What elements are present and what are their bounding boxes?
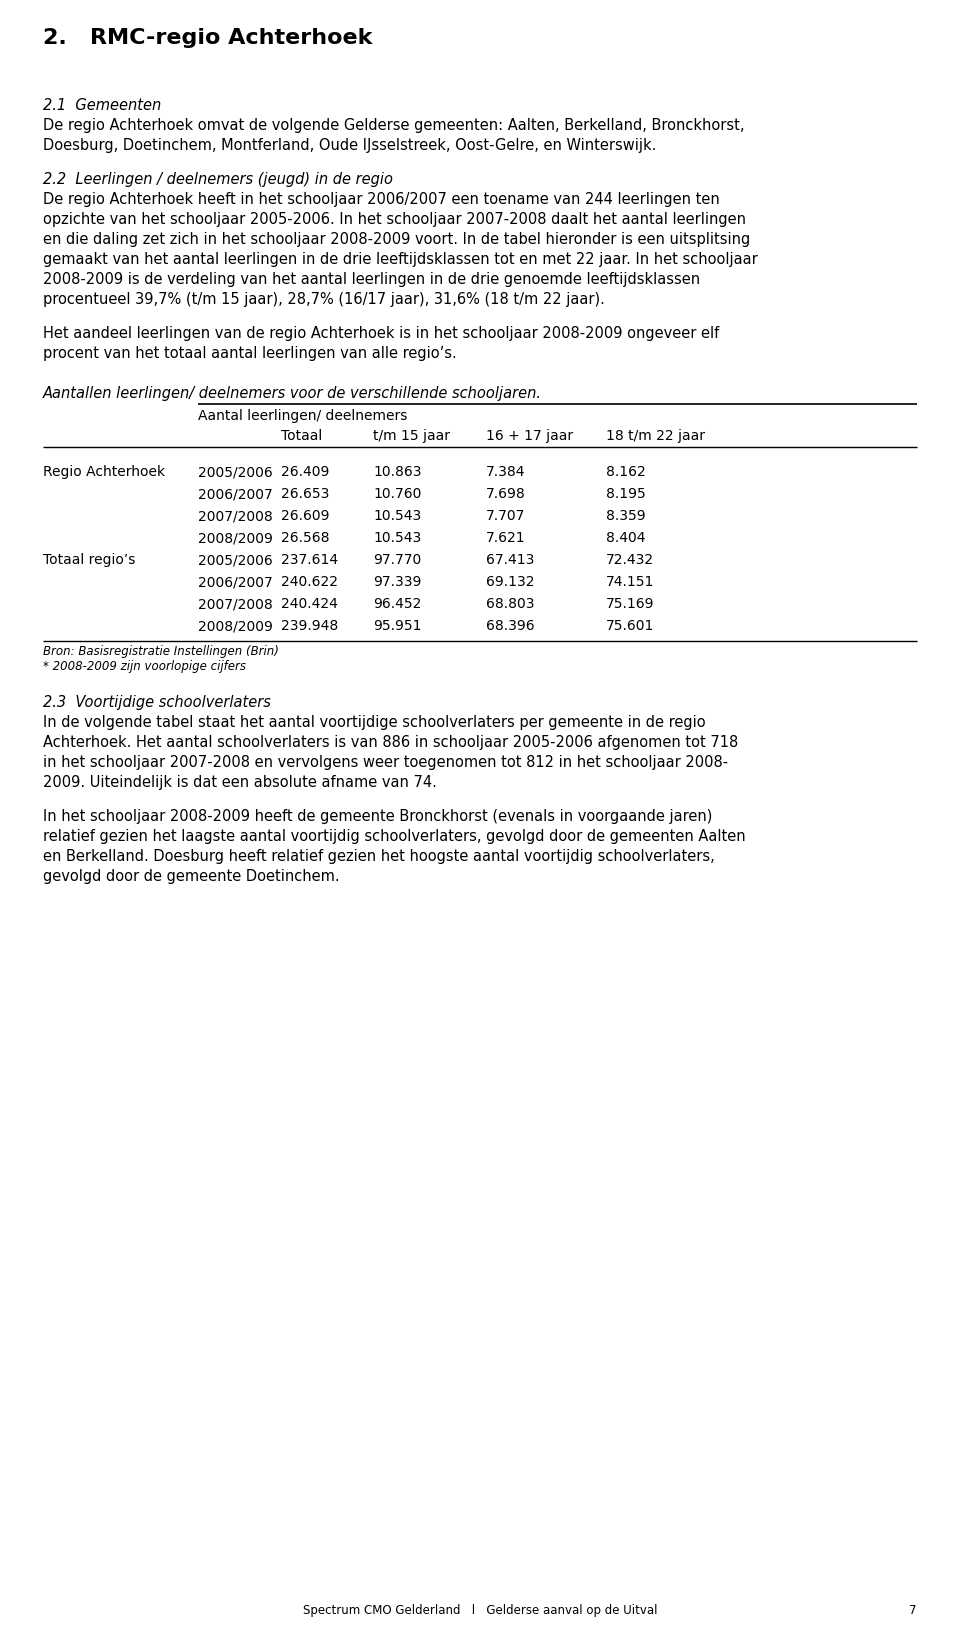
Text: 8.195: 8.195 — [606, 488, 646, 501]
Text: 2.1  Gemeenten: 2.1 Gemeenten — [43, 98, 161, 112]
Text: De regio Achterhoek omvat de volgende Gelderse gemeenten: Aalten, Berkelland, Br: De regio Achterhoek omvat de volgende Ge… — [43, 119, 745, 133]
Text: 2006/2007: 2006/2007 — [198, 576, 273, 589]
Text: gemaakt van het aantal leerlingen in de drie leeftijdsklassen tot en met 22 jaar: gemaakt van het aantal leerlingen in de … — [43, 252, 757, 267]
Text: Aantallen leerlingen/ deelnemers voor de verschillende schooljaren.: Aantallen leerlingen/ deelnemers voor de… — [43, 385, 542, 402]
Text: 26.653: 26.653 — [281, 488, 329, 501]
Text: 18 t/m 22 jaar: 18 t/m 22 jaar — [606, 429, 705, 442]
Text: * 2008-2009 zijn voorlopige cijfers: * 2008-2009 zijn voorlopige cijfers — [43, 660, 246, 673]
Text: De regio Achterhoek heeft in het schooljaar 2006/2007 een toename van 244 leerli: De regio Achterhoek heeft in het schoolj… — [43, 192, 720, 207]
Text: 75.169: 75.169 — [606, 597, 655, 611]
Text: 8.162: 8.162 — [606, 465, 646, 480]
Text: 67.413: 67.413 — [486, 553, 535, 567]
Text: Doesburg, Doetinchem, Montferland, Oude IJsselstreek, Oost-Gelre, en Winterswijk: Doesburg, Doetinchem, Montferland, Oude … — [43, 138, 657, 153]
Text: Aantal leerlingen/ deelnemers: Aantal leerlingen/ deelnemers — [198, 410, 407, 423]
Text: 8.359: 8.359 — [606, 509, 646, 524]
Text: 95.951: 95.951 — [373, 620, 421, 633]
Text: t/m 15 jaar: t/m 15 jaar — [373, 429, 450, 442]
Text: en Berkelland. Doesburg heeft relatief gezien het hoogste aantal voortijdig scho: en Berkelland. Doesburg heeft relatief g… — [43, 849, 715, 863]
Text: In de volgende tabel staat het aantal voortijdige schoolverlaters per gemeente i: In de volgende tabel staat het aantal vo… — [43, 715, 706, 730]
Text: 26.409: 26.409 — [281, 465, 329, 480]
Text: 7: 7 — [909, 1603, 917, 1616]
Text: 16 + 17 jaar: 16 + 17 jaar — [486, 429, 573, 442]
Text: Totaal: Totaal — [281, 429, 323, 442]
Text: 97.339: 97.339 — [373, 576, 421, 589]
Text: 7.707: 7.707 — [486, 509, 525, 524]
Text: en die daling zet zich in het schooljaar 2008-2009 voort. In de tabel hieronder : en die daling zet zich in het schooljaar… — [43, 233, 751, 247]
Text: 2009. Uiteindelijk is dat een absolute afname van 74.: 2009. Uiteindelijk is dat een absolute a… — [43, 776, 437, 790]
Text: relatief gezien het laagste aantal voortijdig schoolverlaters, gevolgd door de g: relatief gezien het laagste aantal voort… — [43, 829, 746, 844]
Text: 68.803: 68.803 — [486, 597, 535, 611]
Text: 2007/2008: 2007/2008 — [198, 509, 273, 524]
Text: 69.132: 69.132 — [486, 576, 535, 589]
Text: 97.770: 97.770 — [373, 553, 421, 567]
Text: in het schooljaar 2007-2008 en vervolgens weer toegenomen tot 812 in het schoolj: in het schooljaar 2007-2008 en vervolgen… — [43, 754, 728, 771]
Text: opzichte van het schooljaar 2005-2006. In het schooljaar 2007-2008 daalt het aan: opzichte van het schooljaar 2005-2006. I… — [43, 211, 746, 228]
Text: 2007/2008: 2007/2008 — [198, 597, 273, 611]
Text: gevolgd door de gemeente Doetinchem.: gevolgd door de gemeente Doetinchem. — [43, 868, 340, 885]
Text: 26.568: 26.568 — [281, 532, 329, 545]
Text: 7.384: 7.384 — [486, 465, 525, 480]
Text: procent van het totaal aantal leerlingen van alle regio’s.: procent van het totaal aantal leerlingen… — [43, 346, 457, 361]
Text: 2006/2007: 2006/2007 — [198, 488, 273, 501]
Text: Het aandeel leerlingen van de regio Achterhoek is in het schooljaar 2008-2009 on: Het aandeel leerlingen van de regio Acht… — [43, 325, 719, 341]
Text: Achterhoek. Het aantal schoolverlaters is van 886 in schooljaar 2005-2006 afgeno: Achterhoek. Het aantal schoolverlaters i… — [43, 735, 738, 750]
Text: 10.543: 10.543 — [373, 509, 421, 524]
Text: Totaal regio’s: Totaal regio’s — [43, 553, 135, 567]
Text: 72.432: 72.432 — [606, 553, 654, 567]
Text: 2008/2009: 2008/2009 — [198, 532, 273, 545]
Text: 2.3  Voortijdige schoolverlaters: 2.3 Voortijdige schoolverlaters — [43, 694, 271, 711]
Text: 10.863: 10.863 — [373, 465, 421, 480]
Text: 74.151: 74.151 — [606, 576, 655, 589]
Text: 7.698: 7.698 — [486, 488, 526, 501]
Text: Bron: Basisregistratie Instellingen (Brin): Bron: Basisregistratie Instellingen (Bri… — [43, 646, 278, 659]
Text: 2008/2009: 2008/2009 — [198, 620, 273, 633]
Text: 96.452: 96.452 — [373, 597, 421, 611]
Text: 2.   RMC-regio Achterhoek: 2. RMC-regio Achterhoek — [43, 28, 372, 49]
Text: 2008-2009 is de verdeling van het aantal leerlingen in de drie genoemde leeftijd: 2008-2009 is de verdeling van het aantal… — [43, 272, 700, 288]
Text: 26.609: 26.609 — [281, 509, 329, 524]
Text: Spectrum CMO Gelderland   l   Gelderse aanval op de Uitval: Spectrum CMO Gelderland l Gelderse aanva… — [302, 1603, 658, 1616]
Text: 240.622: 240.622 — [281, 576, 338, 589]
Text: 7.621: 7.621 — [486, 532, 526, 545]
Text: 239.948: 239.948 — [281, 620, 338, 633]
Text: 75.601: 75.601 — [606, 620, 655, 633]
Text: 68.396: 68.396 — [486, 620, 535, 633]
Text: 237.614: 237.614 — [281, 553, 338, 567]
Text: 2.2  Leerlingen / deelnemers (jeugd) in de regio: 2.2 Leerlingen / deelnemers (jeugd) in d… — [43, 172, 393, 187]
Text: 2005/2006: 2005/2006 — [198, 553, 273, 567]
Text: Regio Achterhoek: Regio Achterhoek — [43, 465, 165, 480]
Text: 10.543: 10.543 — [373, 532, 421, 545]
Text: procentueel 39,7% (t/m 15 jaar), 28,7% (16/17 jaar), 31,6% (18 t/m 22 jaar).: procentueel 39,7% (t/m 15 jaar), 28,7% (… — [43, 293, 605, 307]
Text: 10.760: 10.760 — [373, 488, 421, 501]
Text: 240.424: 240.424 — [281, 597, 338, 611]
Text: 8.404: 8.404 — [606, 532, 645, 545]
Text: 2005/2006: 2005/2006 — [198, 465, 273, 480]
Text: In het schooljaar 2008-2009 heeft de gemeente Bronckhorst (evenals in voorgaande: In het schooljaar 2008-2009 heeft de gem… — [43, 810, 712, 824]
